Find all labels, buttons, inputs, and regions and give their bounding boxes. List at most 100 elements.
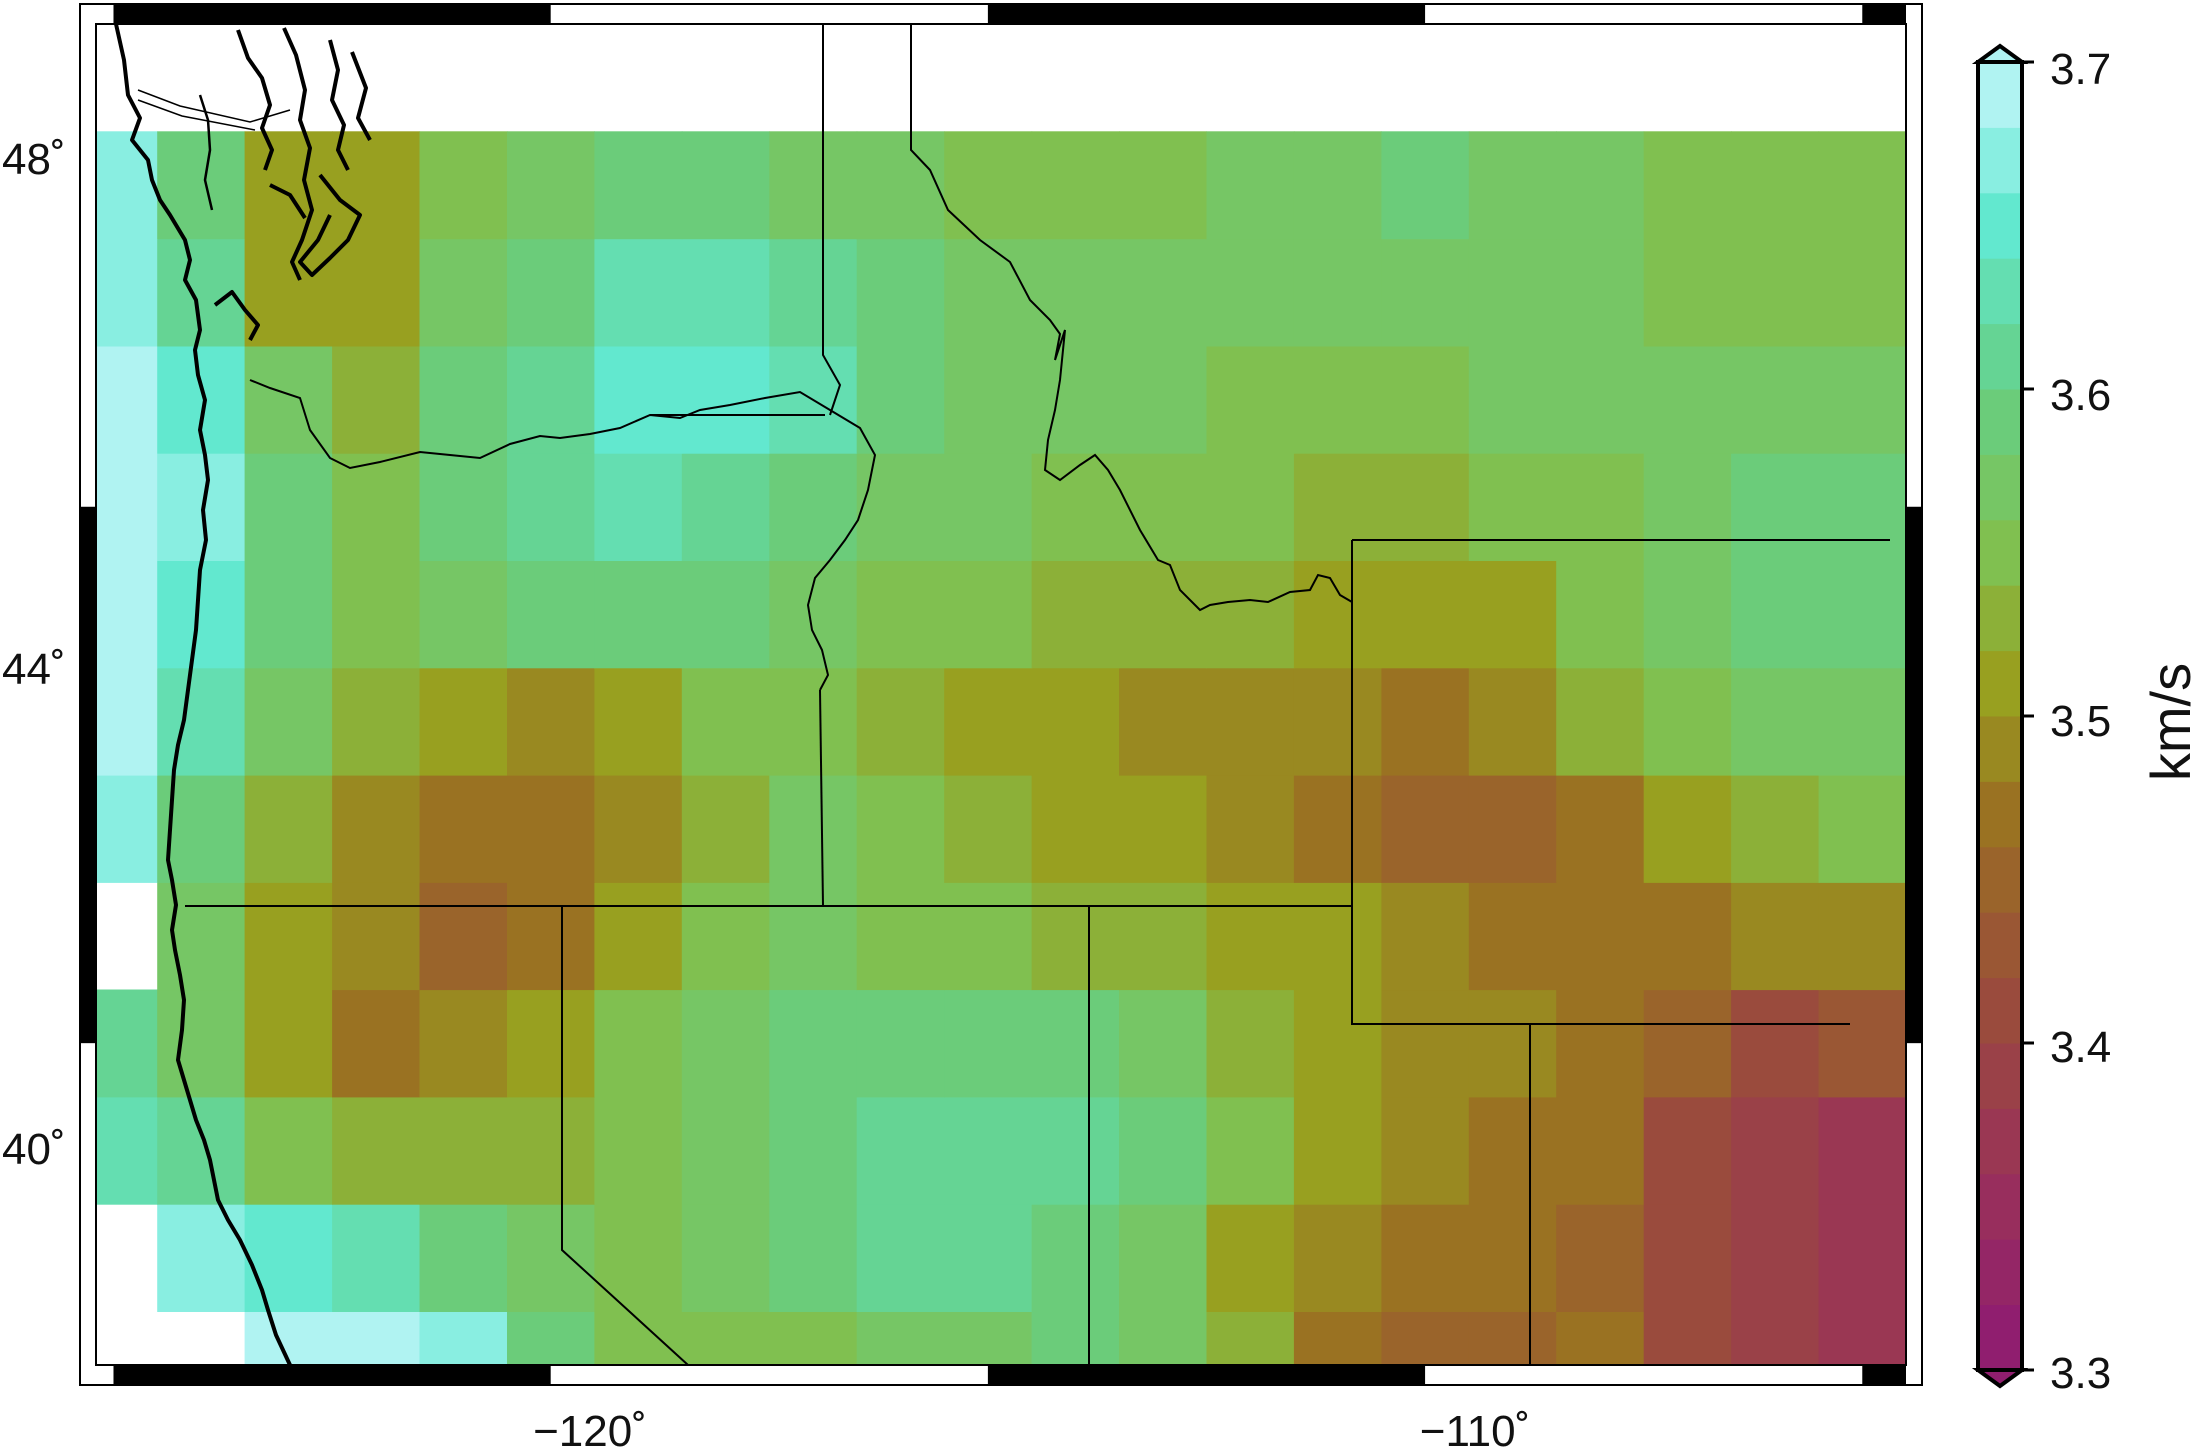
velocity-cell xyxy=(944,1204,1033,1312)
velocity-cell xyxy=(96,667,158,776)
velocity-cell xyxy=(1731,453,1820,561)
velocity-cell xyxy=(856,131,945,240)
velocity-cell xyxy=(1119,453,1207,561)
colorbar-min-arrow xyxy=(1971,1368,2029,1389)
velocity-cell xyxy=(944,453,1033,561)
velocity-cell xyxy=(244,667,333,776)
velocity-cell xyxy=(944,1311,1033,1366)
frame-segment xyxy=(987,1365,1426,1385)
velocity-cell xyxy=(1293,1204,1382,1312)
colorbar-swatch xyxy=(1978,454,2022,521)
velocity-cell xyxy=(1031,131,1120,240)
velocity-cell xyxy=(507,1204,595,1312)
velocity-cell xyxy=(507,560,595,669)
velocity-cell xyxy=(1468,131,1557,240)
velocity-cell xyxy=(332,131,421,240)
velocity-cell xyxy=(332,238,421,347)
frame-segment xyxy=(80,506,96,1044)
colorbar-tick-label: 3.3 xyxy=(2050,1349,2111,1398)
velocity-cell xyxy=(1556,1204,1645,1312)
velocity-cell xyxy=(1293,453,1382,561)
velocity-cell xyxy=(1119,560,1207,669)
lat-tick-label: 48˚ xyxy=(2,135,66,184)
velocity-cell xyxy=(1468,1311,1557,1366)
velocity-cell xyxy=(244,131,333,240)
map-frame xyxy=(79,3,1923,1386)
colorbar-swatch xyxy=(1978,1108,2022,1175)
velocity-cell xyxy=(769,453,858,561)
velocity-cell xyxy=(856,882,945,991)
velocity-cell xyxy=(856,238,945,347)
velocity-cell xyxy=(419,667,508,776)
velocity-cell xyxy=(1119,345,1207,454)
velocity-cell xyxy=(332,453,421,561)
velocity-cell xyxy=(419,1204,508,1312)
velocity-cell xyxy=(681,989,770,1098)
velocity-cell xyxy=(944,775,1033,883)
velocity-cell xyxy=(96,989,158,1098)
velocity-cell xyxy=(244,775,333,883)
velocity-cell xyxy=(244,453,333,561)
velocity-cell xyxy=(1643,345,1732,454)
velocity-cell xyxy=(332,775,421,883)
velocity-cell xyxy=(507,775,595,883)
velocity-cell xyxy=(1119,131,1207,240)
velocity-cell xyxy=(1381,1096,1470,1205)
velocity-cell xyxy=(1119,1204,1207,1312)
velocity-cell xyxy=(1643,1311,1732,1366)
velocity-cell xyxy=(1381,131,1470,240)
velocity-cell xyxy=(1031,1204,1120,1312)
velocity-cell xyxy=(1556,238,1645,347)
velocity-cell xyxy=(96,453,158,561)
velocity-cell xyxy=(1731,1096,1820,1205)
velocity-cell xyxy=(1119,882,1207,991)
velocity-cell xyxy=(769,560,858,669)
velocity-cell xyxy=(1556,345,1645,454)
velocity-cell xyxy=(944,131,1033,240)
velocity-cell xyxy=(1468,345,1557,454)
velocity-cell xyxy=(594,775,683,883)
colorbar-swatch xyxy=(1978,781,2022,848)
colorbar-unit-label: km/s xyxy=(2139,663,2202,781)
velocity-cell xyxy=(244,345,333,454)
velocity-cell xyxy=(1293,238,1382,347)
velocity-cell xyxy=(1818,560,1907,669)
velocity-cell xyxy=(1643,560,1732,669)
colorbar-swatch xyxy=(1978,585,2022,652)
colorbar-tick-label: 3.7 xyxy=(2050,45,2111,94)
colorbar-swatch xyxy=(1978,389,2022,455)
velocity-cell xyxy=(507,882,595,991)
velocity-grid xyxy=(96,131,1907,1366)
velocity-cell xyxy=(1031,1096,1120,1205)
velocity-cell xyxy=(769,1204,858,1312)
velocity-cell xyxy=(1119,1096,1207,1205)
velocity-cell xyxy=(1206,1311,1295,1366)
velocity-cell xyxy=(1468,453,1557,561)
velocity-cell xyxy=(1206,131,1295,240)
velocity-cell xyxy=(419,238,508,347)
velocity-cell xyxy=(1643,882,1732,991)
idaho-montana-border xyxy=(910,24,1353,612)
idaho-washington-border xyxy=(822,24,842,416)
velocity-cell xyxy=(1643,238,1732,347)
velocity-cell xyxy=(244,882,333,991)
velocity-cell xyxy=(1731,775,1820,883)
colorbar-swatch xyxy=(1978,192,2022,259)
puget-sound xyxy=(213,27,372,341)
velocity-cell xyxy=(507,667,595,776)
velocity-cell xyxy=(944,667,1033,776)
velocity-cell xyxy=(944,989,1033,1098)
colorbar-swatch xyxy=(1978,1043,2022,1109)
velocity-cell xyxy=(1206,238,1295,347)
velocity-cell xyxy=(157,882,246,991)
velocity-cell xyxy=(856,560,945,669)
velocity-cell xyxy=(157,453,246,561)
velocity-cell xyxy=(419,775,508,883)
velocity-cell xyxy=(1293,560,1382,669)
velocity-cell xyxy=(1731,238,1820,347)
velocity-cell xyxy=(332,1204,421,1312)
velocity-cell xyxy=(419,131,508,240)
velocity-cell xyxy=(1556,131,1645,240)
velocity-cell xyxy=(1293,882,1382,991)
velocity-cell xyxy=(96,775,158,883)
